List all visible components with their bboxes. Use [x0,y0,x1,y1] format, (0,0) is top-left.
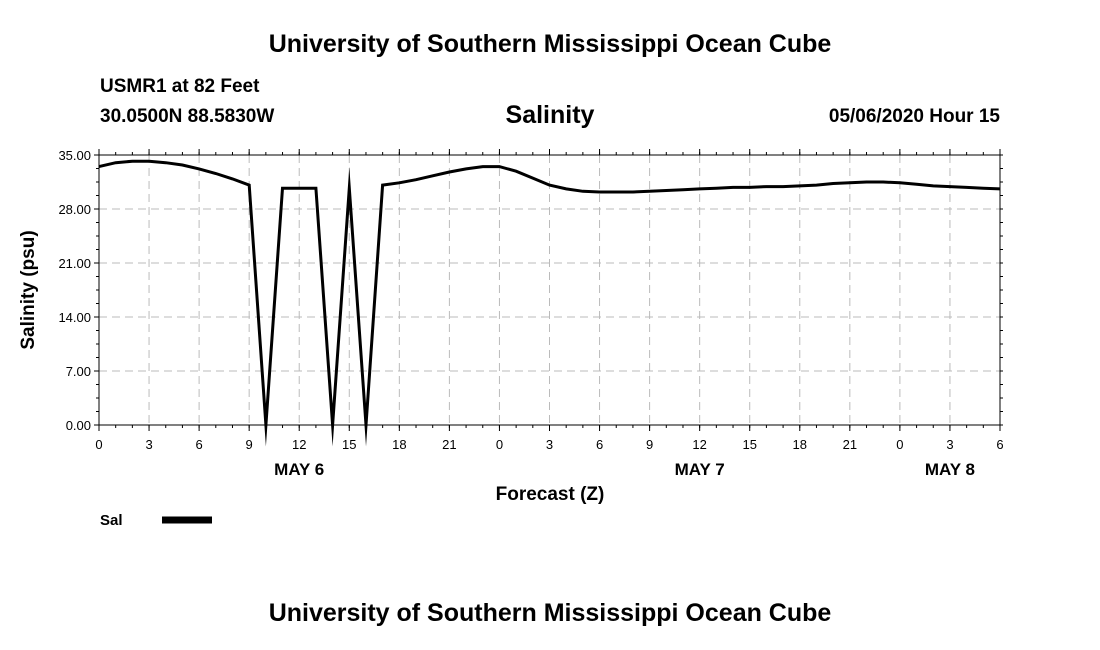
data-point [549,184,550,186]
axes [94,149,1003,431]
data-point [732,186,734,188]
data-point [382,184,384,186]
data-point [398,182,400,184]
data-point [882,181,884,183]
data-point [265,424,267,426]
x-tick-label: 0 [496,437,503,452]
y-tick-label: 35.00 [58,148,91,163]
data-point [982,187,984,189]
data-point [715,187,717,189]
x-tick-label: 6 [996,437,1003,452]
x-tick-label: 21 [442,437,456,452]
data-point [765,186,767,188]
data-point [665,189,667,191]
data-point [649,190,651,192]
x-axis-title: Forecast (Z) [496,484,605,505]
data-point [899,182,901,184]
data-point [498,166,500,168]
data-point [682,189,684,191]
x-tick-label: 21 [843,437,857,452]
y-tick-label: 0.00 [66,418,91,433]
data-point [131,160,133,162]
data-point [815,184,817,186]
data-point [849,182,851,184]
y-axis-title: Salinity (psu) [18,230,39,349]
y-tick-label: 28.00 [58,202,91,217]
data-point [348,187,350,189]
data-point [465,168,467,170]
chart-footer-title: University of Southern Mississippi Ocean… [268,599,832,627]
data-point [932,185,934,187]
data-point [699,188,701,190]
data-point [615,191,617,193]
station-label: USMR1 at 82 Feet [100,76,260,97]
legend: Sal [100,512,212,529]
x-tick-label: 6 [596,437,603,452]
data-point [365,424,367,426]
data-point [432,175,434,177]
grid [99,155,1000,425]
data-point [332,424,334,426]
data-point [215,173,217,175]
day-label: MAY 7 [675,460,725,479]
data-point [799,185,801,187]
x-tick-label: 15 [342,437,356,452]
x-tick-label: 12 [692,437,706,452]
day-label: MAY 8 [925,460,975,479]
data-point [782,186,784,188]
data-point [866,181,868,183]
data-point [165,162,167,164]
chart-header-title: University of Southern Mississippi Ocean… [268,30,832,58]
tick-labels: 0.00 7.00 14.00 21.00 28.00 35.00 0 3 6 9 12 15 18 21… [58,148,1003,479]
x-tick-label: 0 [95,437,102,452]
x-tick-label: 3 [145,437,152,452]
data-point [315,187,317,189]
forecast-datetime: 05/06/2020 Hour 15 [828,106,1000,127]
data-point [832,183,834,185]
series-layer [98,159,1001,447]
data-point [599,191,601,193]
data-point [148,160,150,162]
data-point [582,190,584,192]
data-point [282,187,284,189]
data-point [415,179,417,181]
data-point [298,187,300,189]
data-point [248,184,250,186]
data-point [98,166,100,168]
data-point [231,178,233,180]
data-point [532,177,534,179]
data-point [565,188,567,190]
data-point [515,170,517,172]
data-point [949,186,951,188]
data-point [448,171,450,173]
data-point [632,191,634,193]
x-tick-label: 9 [646,437,653,452]
chart-title: Salinity [505,101,595,129]
day-label: MAY 6 [274,460,324,479]
coordinates-label: 30.0500N 88.5830W [100,106,275,127]
y-tick-label: 21.00 [58,256,91,271]
x-tick-label: 18 [793,437,807,452]
x-tick-label: 18 [392,437,406,452]
legend-label-sal: Sal [100,512,123,529]
x-tick-label: 3 [546,437,553,452]
data-point [966,186,968,188]
data-point [999,188,1001,190]
data-point [749,186,751,188]
x-tick-label: 3 [946,437,953,452]
data-point [198,168,200,170]
y-tick-label: 14.00 [58,310,91,325]
x-tick-label: 12 [292,437,306,452]
data-point [916,183,918,185]
x-tick-label: 9 [246,437,253,452]
x-tick-label: 15 [742,437,756,452]
data-point [181,164,183,166]
x-tick-label: 0 [896,437,903,452]
data-point [115,162,117,164]
data-point [482,166,484,168]
x-tick-label: 6 [195,437,202,452]
y-tick-label: 7.00 [66,364,91,379]
plot-frame [98,154,1001,426]
